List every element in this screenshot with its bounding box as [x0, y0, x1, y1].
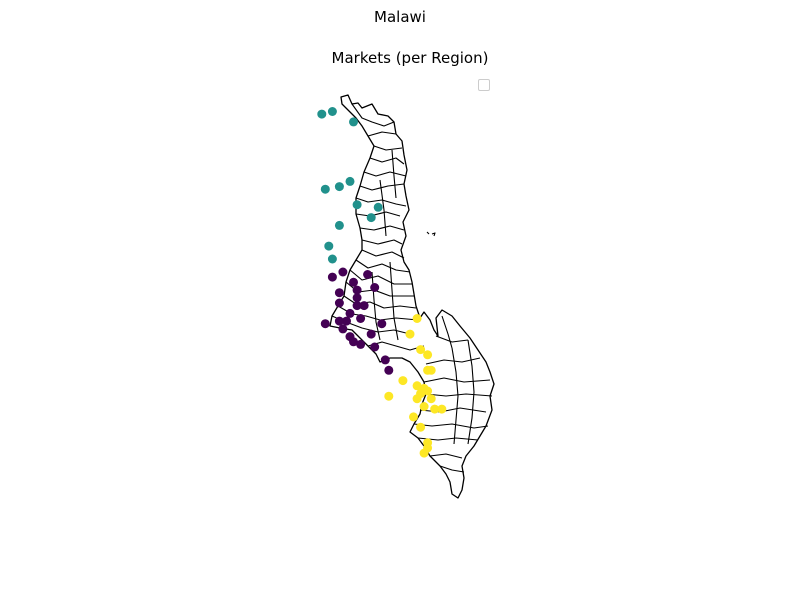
- central-market-point: [366, 329, 376, 339]
- northern-market-point: [352, 200, 362, 210]
- northern-market-point: [327, 107, 337, 116]
- central-market-point: [334, 298, 344, 308]
- southern-market-point: [416, 345, 426, 355]
- northern-market-point: [349, 117, 358, 127]
- southern-market-point: [426, 394, 436, 404]
- central-market-point: [320, 319, 330, 329]
- central-market-point: [352, 293, 362, 303]
- northern-market-point: [345, 176, 355, 186]
- southern-market-point: [426, 365, 436, 375]
- central-market-point: [349, 277, 358, 287]
- empty-legend: [478, 79, 490, 91]
- central-market-point: [352, 285, 362, 295]
- northern-market-point: [366, 213, 376, 223]
- central-market-point: [334, 288, 344, 298]
- northern-market-point: [334, 220, 344, 230]
- southern-market-point: [430, 404, 440, 414]
- central-market-point: [352, 301, 362, 311]
- southern-market-point: [419, 402, 429, 411]
- central-market-point: [363, 270, 373, 279]
- central-market-point: [380, 355, 390, 365]
- central-market-point: [342, 316, 351, 326]
- central-market-point: [338, 267, 348, 277]
- southern-market-point: [405, 329, 415, 339]
- southern-market-point: [423, 350, 433, 360]
- likoma-island: [426, 231, 436, 237]
- central-market-point: [370, 342, 380, 352]
- northern-market-point: [334, 182, 344, 192]
- market-points: [317, 107, 447, 458]
- southern-market-point: [409, 412, 418, 422]
- southern-market-point: [384, 391, 394, 401]
- central-market-point: [359, 301, 369, 311]
- central-market-point: [384, 365, 394, 375]
- southern-market-point: [412, 314, 422, 323]
- central-market-point: [370, 283, 380, 292]
- northern-market-point: [373, 202, 383, 212]
- chart-title: Markets (per Region): [331, 49, 489, 67]
- central-market-point: [334, 316, 344, 326]
- northern-market-point: [327, 254, 337, 264]
- southern-market-point: [423, 386, 433, 396]
- central-market-point: [345, 308, 355, 318]
- southern-market-point: [437, 404, 447, 414]
- central-market-point: [377, 319, 387, 329]
- central-market-point: [349, 337, 358, 347]
- central-market-point: [327, 272, 337, 282]
- northern-market-point: [324, 241, 334, 251]
- northern-market-point: [320, 184, 330, 194]
- southern-market-point: [412, 381, 422, 391]
- central-market-point: [356, 314, 366, 323]
- northern-market-point: [317, 109, 327, 119]
- figure-suptitle: Malawi: [374, 8, 426, 26]
- southern-market-point: [398, 376, 408, 386]
- central-market-point: [356, 339, 366, 349]
- central-market-point: [338, 324, 348, 334]
- southern-market-point: [419, 448, 429, 458]
- southern-market-point: [412, 394, 422, 404]
- southern-market-point: [416, 422, 426, 432]
